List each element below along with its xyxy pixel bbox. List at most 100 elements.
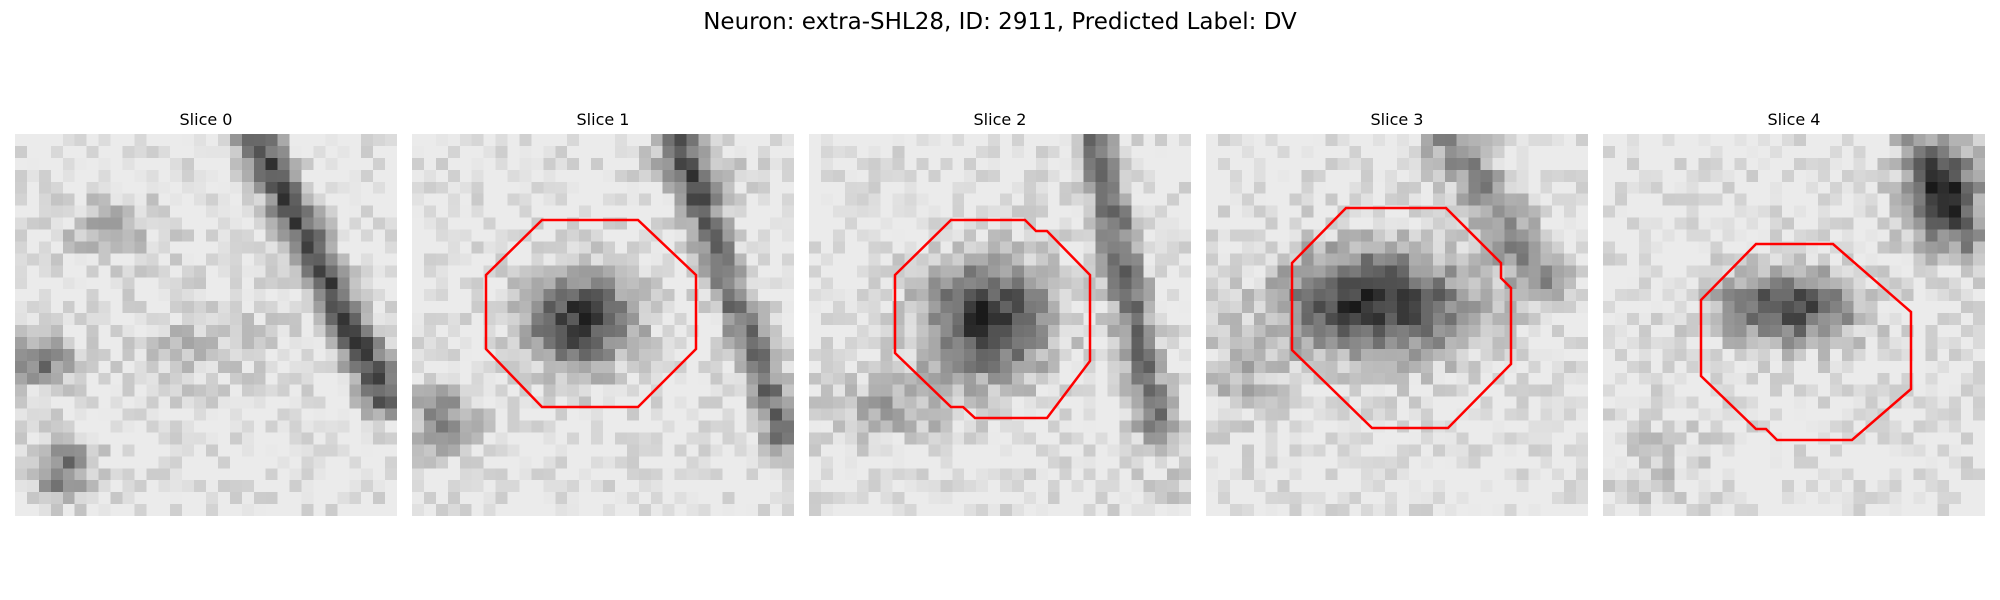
em-pixel: [614, 420, 628, 433]
em-pixel: [1734, 325, 1747, 338]
em-pixel: [1373, 504, 1386, 516]
em-pixel: [1325, 492, 1338, 505]
em-pixel: [1000, 313, 1013, 326]
em-pixel: [1516, 480, 1529, 493]
em-pixel: [447, 217, 461, 230]
em-pixel: [758, 229, 771, 242]
em-pixel: [1686, 372, 1699, 386]
em-pixel: [349, 420, 362, 433]
em-pixel: [591, 348, 604, 362]
em-pixel: [146, 444, 159, 457]
em-pixel: [591, 169, 604, 183]
em-pixel: [459, 181, 473, 195]
em-pixel: [758, 325, 771, 338]
em-pixel: [1277, 265, 1290, 278]
em-pixel: [1492, 313, 1505, 326]
em-pixel: [809, 408, 822, 421]
em-pixel: [1095, 241, 1108, 254]
em-pixel: [1301, 157, 1314, 171]
em-pixel: [1119, 408, 1132, 421]
em-pixel: [782, 504, 794, 516]
em-pixel: [1456, 289, 1470, 302]
em-pixel: [325, 432, 338, 445]
em-pixel: [1444, 229, 1458, 242]
em-pixel: [15, 492, 28, 505]
em-pixel: [1083, 408, 1096, 421]
em-pixel: [435, 384, 449, 398]
em-pixel: [928, 134, 941, 147]
em-pixel: [1817, 456, 1831, 469]
em-pixel: [1167, 360, 1180, 374]
em-pixel: [459, 157, 473, 171]
em-pixel: [1277, 480, 1290, 493]
em-pixel: [1937, 313, 1950, 326]
em-pixel: [1095, 420, 1108, 433]
em-pixel: [1349, 444, 1362, 457]
em-pixel: [1313, 444, 1326, 457]
em-pixel: [662, 444, 676, 457]
slice-image-2: [809, 134, 1191, 516]
em-pixel: [1131, 504, 1144, 516]
em-pixel: [206, 229, 219, 242]
panel-title-slice-1: Slice 1: [576, 110, 630, 129]
em-pixel: [146, 145, 159, 159]
em-pixel: [74, 313, 88, 326]
em-pixel: [1325, 193, 1338, 207]
em-pixel: [964, 372, 977, 386]
em-pixel: [1662, 444, 1676, 457]
em-pixel: [122, 420, 135, 433]
em-pixel: [1131, 372, 1144, 386]
em-pixel: [1865, 205, 1878, 218]
em-pixel: [1949, 217, 1962, 230]
em-pixel: [15, 480, 28, 493]
em-pixel: [50, 384, 64, 398]
em-pixel: [423, 217, 437, 230]
em-pixel: [928, 277, 941, 290]
em-pixel: [1758, 384, 1771, 398]
em-pixel: [1662, 456, 1676, 469]
em-pixel: [15, 217, 28, 230]
em-pixel: [1179, 336, 1191, 350]
em-pixel: [1576, 301, 1588, 314]
em-pixel: [50, 313, 64, 326]
em-pixel: [26, 456, 40, 469]
em-pixel: [1794, 193, 1807, 207]
em-pixel: [1420, 193, 1434, 207]
em-pixel: [1603, 217, 1616, 230]
em-pixel: [1289, 205, 1302, 218]
em-pixel: [1662, 277, 1676, 290]
em-pixel: [1095, 432, 1108, 445]
em-pixel: [952, 145, 965, 159]
em-pixel: [1782, 205, 1795, 218]
em-pixel: [158, 289, 171, 302]
em-pixel: [844, 432, 858, 445]
em-pixel: [1901, 265, 1914, 278]
em-pixel: [758, 181, 771, 195]
em-pixel: [626, 432, 640, 445]
em-pixel: [412, 468, 425, 481]
em-pixel: [567, 444, 580, 457]
em-pixel: [1241, 313, 1255, 326]
em-pixel: [110, 480, 123, 493]
em-pixel: [1265, 492, 1279, 505]
em-pixel: [471, 420, 485, 433]
em-pixel: [1289, 504, 1302, 516]
em-pixel: [519, 480, 532, 493]
em-pixel: [325, 360, 338, 374]
em-pixel: [591, 145, 604, 159]
em-pixel: [1889, 253, 1902, 266]
em-pixel: [229, 181, 243, 195]
em-pixel: [988, 301, 1001, 314]
em-pixel: [1662, 396, 1676, 409]
em-pixel: [1071, 336, 1084, 350]
em-pixel: [1337, 217, 1350, 230]
em-pixel: [1614, 145, 1628, 159]
em-pixel: [1313, 348, 1326, 362]
em-pixel: [229, 134, 243, 147]
em-pixel: [1841, 289, 1855, 302]
em-pixel: [1480, 396, 1493, 409]
em-pixel: [1373, 253, 1386, 266]
em-pixel: [856, 313, 870, 326]
em-pixel: [98, 193, 111, 207]
em-pixel: [134, 181, 147, 195]
